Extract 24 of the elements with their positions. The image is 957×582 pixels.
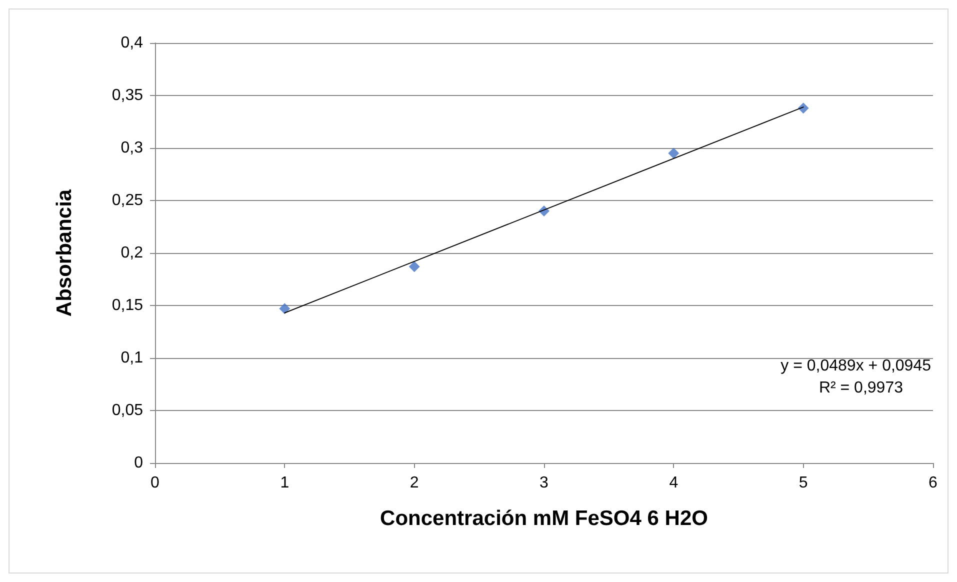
y-tick-label: 0,15 [112, 297, 144, 314]
y-tick-label: 0,3 [120, 140, 144, 156]
point [798, 102, 809, 114]
annotation: R² = 0,9973 [818, 380, 904, 396]
x-axis-title: Concentración mM FeSO4 6 H2O [380, 507, 708, 530]
y-axis-title: Absorbancia [53, 189, 76, 317]
y-tick-label: 0,2 [120, 244, 144, 262]
y-tick-label: 0,35 [112, 87, 144, 104]
annotation: y = 0,0489x + 0,0945 [780, 358, 932, 374]
point [408, 261, 420, 272]
x-tick-label: 5 [798, 474, 808, 492]
point [668, 148, 680, 159]
y-tick-label: 0,25 [112, 192, 144, 209]
x-tick-label: 1 [280, 474, 290, 492]
x-tick-label: 0 [150, 474, 160, 492]
y-tick-label: 0 [134, 454, 144, 472]
x-tick-label: 2 [410, 474, 419, 492]
x-tick-label: 3 [540, 474, 549, 492]
x-tick-label: 4 [669, 474, 678, 492]
y-tick-label: 0,4 [120, 34, 144, 52]
point [279, 303, 290, 314]
y-tick-label: 0,05 [112, 402, 144, 419]
x-tick-label: 6 [928, 474, 938, 492]
y-tick-label: 0,1 [120, 350, 144, 366]
